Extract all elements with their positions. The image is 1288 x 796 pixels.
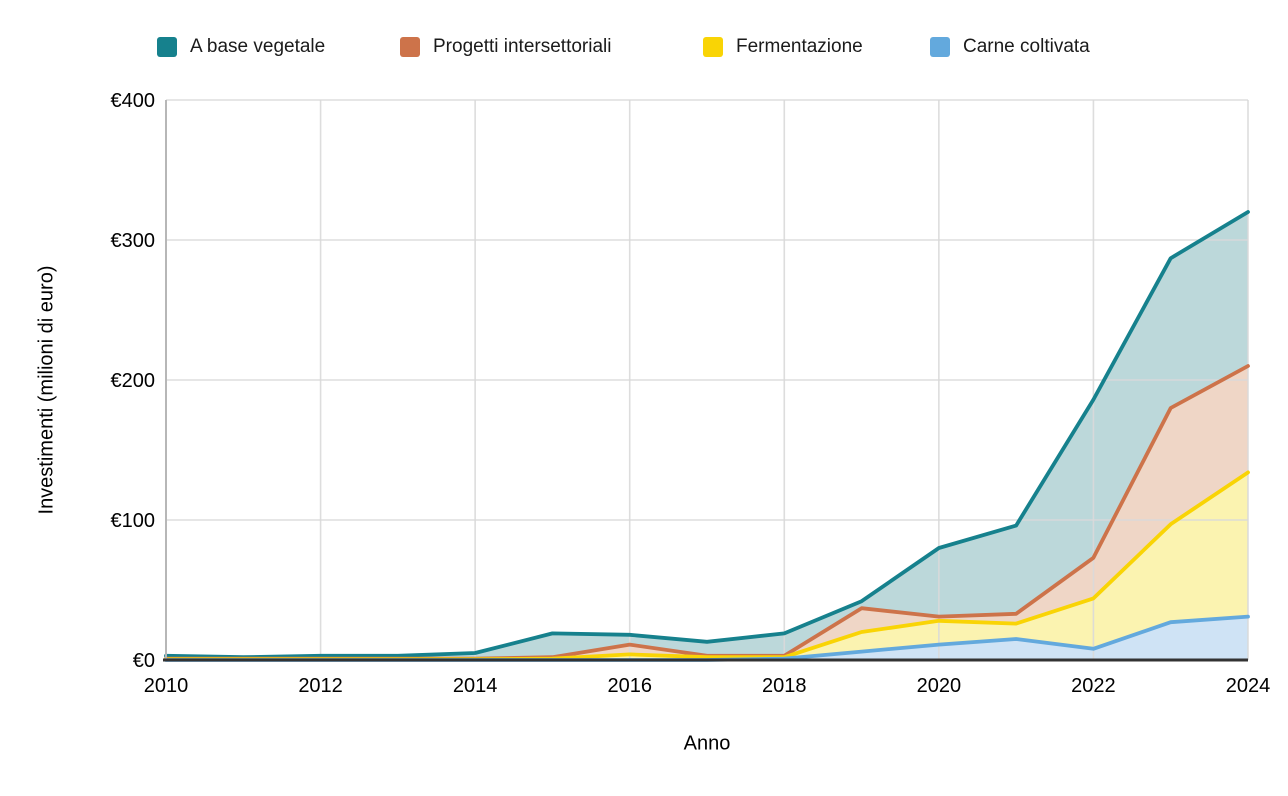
area-fill-3 [166,616,1248,660]
legend-swatch-carne-coltivata-icon [930,37,950,57]
legend-item-carne-coltivata[interactable]: Carne coltivata [930,36,1090,58]
chart-legend: A base vegetale Progetti intersettoriali… [0,36,1288,60]
x-tick-label: 2014 [453,675,498,697]
x-tick-label: 2016 [607,675,652,697]
legend-label: Progetti intersettoriali [433,36,612,57]
x-tick-label: 2022 [1071,675,1116,697]
y-tick-label: €200 [111,370,156,392]
x-tick-label: 2010 [144,675,189,697]
legend-swatch-fermentazione-icon [703,37,723,57]
legend-label: Fermentazione [736,36,863,57]
x-tick-label: 2012 [298,675,343,697]
y-tick-label: €0 [133,650,155,672]
x-tick-label: 2018 [762,675,807,697]
y-tick-label: €400 [111,90,156,112]
series-line-0 [164,210,1250,660]
x-tick-label: 2020 [917,675,962,697]
legend-label: A base vegetale [190,36,326,57]
x-axis-title: Anno [683,732,731,755]
y-tick-label: €100 [111,510,156,532]
legend-item-a-base-vegetale[interactable]: A base vegetale [157,36,325,58]
x-tick-label: 2024 [1226,675,1271,697]
legend-item-fermentazione[interactable]: Fermentazione [703,36,863,58]
area-fill-0 [166,212,1248,660]
legend-swatch-progetti-intersettoriali-icon [400,37,420,57]
legend-label: Carne coltivata [963,36,1090,57]
legend-swatch-a-base-vegetale-icon [157,37,177,57]
y-tick-label: €300 [111,230,156,252]
legend-item-progetti-intersettoriali[interactable]: Progetti intersettoriali [400,36,611,58]
